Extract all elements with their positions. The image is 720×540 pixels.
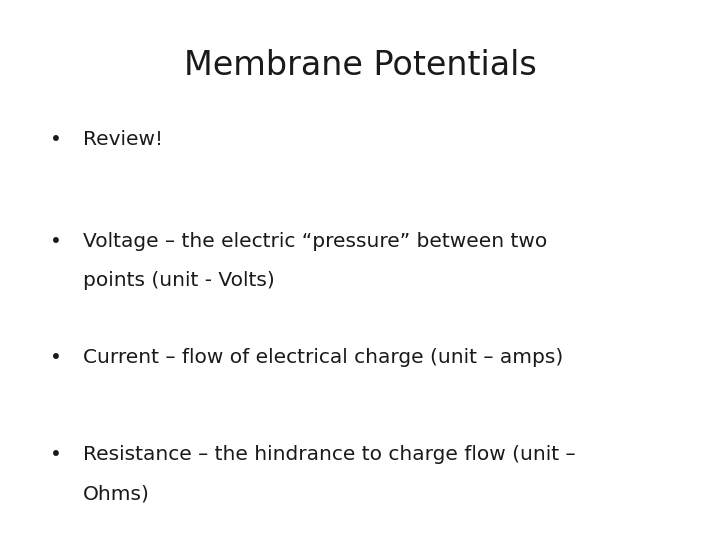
Text: Resistance – the hindrance to charge flow (unit –: Resistance – the hindrance to charge flo…	[83, 446, 575, 464]
Text: Review!: Review!	[83, 130, 163, 148]
Text: points (unit - Volts): points (unit - Volts)	[83, 271, 274, 290]
Text: •: •	[50, 348, 62, 367]
Text: Membrane Potentials: Membrane Potentials	[184, 49, 536, 82]
Text: •: •	[50, 446, 62, 464]
Text: •: •	[50, 130, 62, 148]
Text: •: •	[50, 232, 62, 251]
Text: Ohms): Ohms)	[83, 484, 150, 503]
Text: Current – flow of electrical charge (unit – amps): Current – flow of electrical charge (uni…	[83, 348, 563, 367]
Text: Voltage – the electric “pressure” between two: Voltage – the electric “pressure” betwee…	[83, 232, 547, 251]
